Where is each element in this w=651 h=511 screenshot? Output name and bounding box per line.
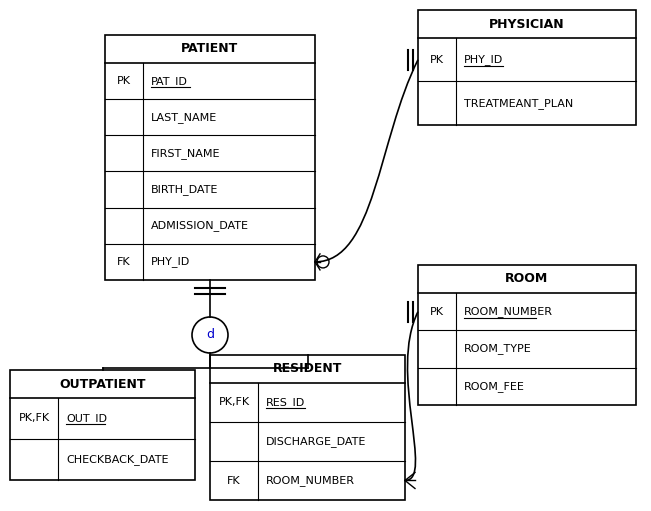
Text: ROOM_TYPE: ROOM_TYPE (464, 343, 532, 355)
Text: PK,FK: PK,FK (219, 398, 249, 407)
Bar (105, 35, 315, 280)
Text: PATIENT: PATIENT (182, 42, 239, 56)
Text: CHECKBACK_DATE: CHECKBACK_DATE (66, 454, 169, 465)
Text: PHY_ID: PHY_ID (151, 257, 190, 267)
Text: RES_ID: RES_ID (266, 397, 305, 408)
Text: ADMISSION_DATE: ADMISSION_DATE (151, 220, 249, 231)
Text: d: d (206, 329, 214, 341)
Text: ROOM_FEE: ROOM_FEE (464, 381, 525, 392)
Text: PK: PK (430, 307, 444, 317)
Text: ROOM_NUMBER: ROOM_NUMBER (464, 306, 553, 317)
Bar (210, 355, 405, 500)
Text: TREATMEANT_PLAN: TREATMEANT_PLAN (464, 98, 574, 109)
Text: PK: PK (117, 76, 131, 86)
Text: DISCHARGE_DATE: DISCHARGE_DATE (266, 436, 367, 447)
Text: PHY_ID: PHY_ID (464, 54, 503, 65)
Bar (418, 10, 636, 125)
Text: LAST_NAME: LAST_NAME (151, 112, 217, 123)
Text: FK: FK (227, 476, 241, 485)
Text: OUT_ID: OUT_ID (66, 413, 107, 424)
Text: ROOM_NUMBER: ROOM_NUMBER (266, 475, 355, 486)
Text: OUTPATIENT: OUTPATIENT (59, 378, 146, 390)
Text: PHYSICIAN: PHYSICIAN (489, 17, 565, 31)
Text: PK: PK (430, 55, 444, 65)
Text: BIRTH_DATE: BIRTH_DATE (151, 184, 218, 195)
Bar (10, 370, 195, 480)
Text: FK: FK (117, 257, 131, 267)
Text: RESIDENT: RESIDENT (273, 362, 342, 376)
Text: FIRST_NAME: FIRST_NAME (151, 148, 221, 159)
Bar (418, 265, 636, 405)
Text: PAT_ID: PAT_ID (151, 76, 188, 86)
Text: ROOM: ROOM (505, 272, 549, 286)
Text: PK,FK: PK,FK (18, 413, 49, 424)
